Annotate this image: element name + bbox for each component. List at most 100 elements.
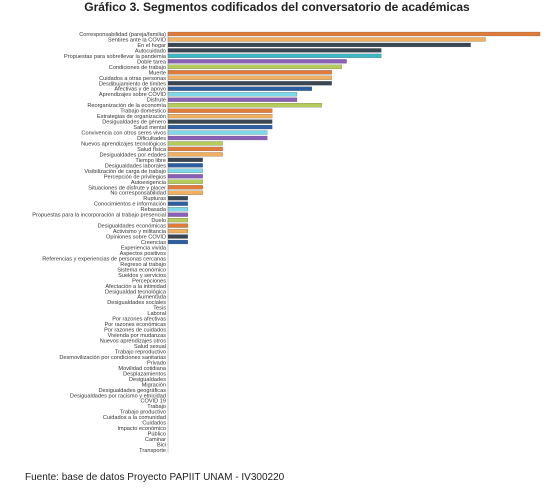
category-label: Desigualdad tecnológica xyxy=(105,289,167,295)
category-label: Desigualdades laborales xyxy=(105,163,166,169)
category-label: Desigualdades sociales xyxy=(107,300,166,306)
bar xyxy=(167,141,223,146)
category-label: Movilidad cotidiana xyxy=(118,366,166,372)
category-label: Desdibujamiento de límites xyxy=(99,81,166,87)
bar xyxy=(167,179,203,184)
bar xyxy=(167,234,188,239)
category-label: Cuidados a la comunidad xyxy=(103,415,166,421)
category-label: Cuidados a otras personas xyxy=(99,76,166,82)
category-label: Tesis xyxy=(153,306,166,312)
bar xyxy=(167,103,322,108)
category-label: Activismo y militancia xyxy=(113,229,167,235)
category-label: Percepción de privilegios xyxy=(104,174,166,180)
category-label: Propuestas para sobrellevar la pandemia xyxy=(64,54,167,60)
category-label: Trabajo productivo xyxy=(120,410,166,416)
bar xyxy=(167,31,541,37)
category-label: Corresponsabilidad (pareja/familia) xyxy=(79,32,166,38)
bar xyxy=(167,81,332,86)
bar xyxy=(167,207,188,212)
category-label: Salud sexual xyxy=(134,344,166,350)
bar xyxy=(167,218,188,223)
category-label: Desigualdades xyxy=(129,377,166,383)
bar xyxy=(167,135,268,141)
bar xyxy=(167,174,203,179)
category-label: Impacto económico xyxy=(117,426,166,432)
category-label: Aspectos positivos xyxy=(120,251,167,257)
chart-title: Gráfico 3. Segmentos codificados del con… xyxy=(84,0,470,14)
category-label: Desigualdades económicas xyxy=(98,224,167,230)
bar xyxy=(167,239,188,245)
category-label: Tiempo libre xyxy=(135,158,166,164)
category-label: Salud física xyxy=(137,147,167,153)
category-label: Por razones de cuidados xyxy=(104,328,166,334)
category-label: Sistema económico xyxy=(117,267,166,273)
category-label: Autocuidado xyxy=(135,48,166,54)
category-label: Por razones afectivas xyxy=(112,317,166,323)
category-label: Afectivas y de apoyo xyxy=(114,87,166,93)
category-label: Afectación a la intimidad xyxy=(105,284,166,290)
category-label: Nuevos aprendizajes otros xyxy=(100,339,166,345)
bar xyxy=(167,114,273,119)
category-label: Transporte xyxy=(139,448,166,454)
category-label: Duelo xyxy=(151,218,166,224)
category-label: Opiniones sobre COVID xyxy=(106,235,166,241)
bar xyxy=(167,64,342,69)
bar xyxy=(167,75,332,80)
category-label: Rupturas xyxy=(143,196,166,202)
category-label: Convivencia con otros seres vivos xyxy=(81,131,166,137)
bar xyxy=(167,59,347,64)
category-label: Trabajo reproductivo xyxy=(115,349,166,355)
category-label: Condiciones de trabajo xyxy=(109,65,166,71)
bar xyxy=(167,108,273,113)
category-label: Regreso al trabajo xyxy=(120,262,166,268)
category-label: Sentires ante la COVID xyxy=(108,37,166,43)
bar xyxy=(167,163,203,168)
category-label: Vivienda por mudanzas xyxy=(108,333,167,339)
category-label: Público xyxy=(148,432,166,438)
bar xyxy=(167,42,471,48)
bar xyxy=(167,201,188,206)
bar xyxy=(167,168,203,173)
category-label: Reorganización de la economía xyxy=(87,103,167,109)
bar xyxy=(167,190,203,195)
bar xyxy=(167,53,382,58)
category-label: Caminar xyxy=(145,437,166,443)
category-label: Trabajo doméstico xyxy=(120,109,166,115)
bar xyxy=(167,97,298,102)
category-labels-group: Corresponsabilidad (pareja/familia)Senti… xyxy=(32,32,167,454)
bar xyxy=(167,119,273,124)
category-label: Muerte xyxy=(149,70,166,76)
category-label: Sueldos y servicios xyxy=(118,273,166,279)
category-label: Propuestas para la incorporación al trab… xyxy=(32,213,166,219)
bars-group xyxy=(167,31,541,245)
bar xyxy=(167,157,203,162)
category-label: Migración xyxy=(142,382,166,388)
bar xyxy=(167,86,312,91)
category-label: Disfrute xyxy=(147,98,166,104)
category-label: Desplazamientos xyxy=(123,371,166,377)
category-label: Desmovilización por condiciones sanitari… xyxy=(59,355,166,361)
category-label: Estrategias de organización xyxy=(97,114,166,120)
category-label: COVID 19 xyxy=(141,399,167,405)
bar xyxy=(167,48,382,53)
category-label: Creencias xyxy=(141,240,166,246)
bar xyxy=(167,196,188,201)
bar xyxy=(167,124,273,130)
category-label: Aprendizajes sobre COVID xyxy=(99,92,166,98)
bar xyxy=(167,152,223,157)
bar xyxy=(167,37,486,42)
bar xyxy=(167,228,188,234)
category-label: En el hogar xyxy=(137,43,166,49)
category-label: Privado xyxy=(147,360,166,366)
category-label: Trabajo xyxy=(147,404,166,410)
category-label: No corresponsabilidad xyxy=(110,191,166,197)
category-label: Desigualdades por edades xyxy=(99,152,166,158)
category-label: Bici xyxy=(157,443,166,449)
category-label: Rebasada xyxy=(140,207,166,213)
category-label: Cuidados xyxy=(142,421,166,427)
category-label: Por razones económicas xyxy=(104,322,166,328)
category-label: Desigualdades de género xyxy=(102,120,166,126)
category-label: Nuevos aprendizajes tecnológicos xyxy=(81,141,166,147)
bar xyxy=(167,223,188,228)
